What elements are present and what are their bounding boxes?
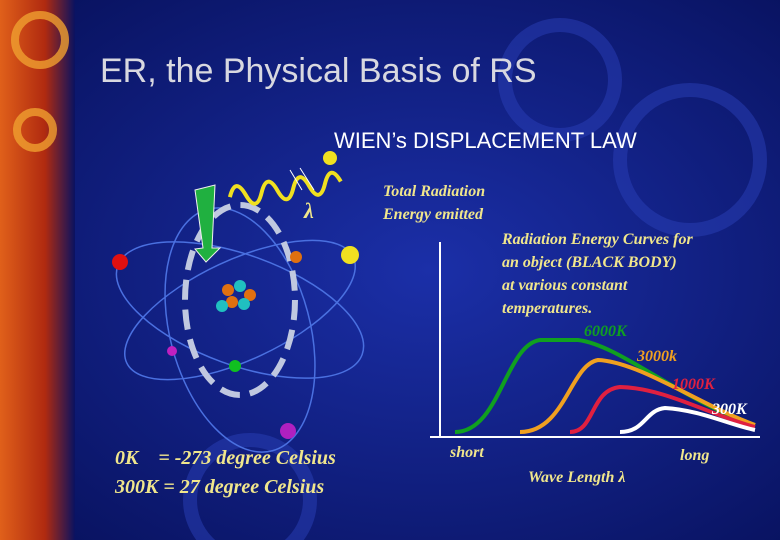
note: an object (BLACK BODY): [502, 254, 677, 271]
curve-300k: [619, 405, 756, 434]
lambda-symbol: λ: [303, 198, 314, 223]
curve-label: 300K: [711, 401, 748, 418]
x-axis-label: Wave Length λ: [528, 469, 625, 486]
note: temperatures.: [502, 300, 592, 317]
side-strip: [0, 0, 75, 540]
title: ER, the Physical Basis of RS: [100, 52, 537, 90]
subtitle: WIEN’s DISPLACEMENT LAW: [334, 128, 637, 153]
y-axis-label: Energy emitted: [382, 206, 484, 223]
atom: [112, 151, 365, 453]
conversion: 0K = -273 degree Celsius: [115, 447, 336, 469]
gear-decor: [183, 18, 767, 540]
curve-label: 1000K: [672, 376, 716, 393]
note: Radiation Energy Curves for: [501, 231, 693, 248]
note: at various constant: [502, 277, 628, 294]
curve-label: 3000k: [636, 348, 677, 365]
curve-label: 6000K: [584, 323, 628, 340]
curve-1000k: [569, 384, 756, 434]
x-axis-end: long: [680, 447, 709, 464]
curve-3000k: [519, 357, 756, 434]
x-axis-start: short: [449, 444, 484, 461]
gear-corner: [11, 11, 69, 152]
conversion: 300K = 27 degree Celsius: [114, 476, 324, 498]
y-axis-label: Total Radiation: [383, 183, 485, 200]
